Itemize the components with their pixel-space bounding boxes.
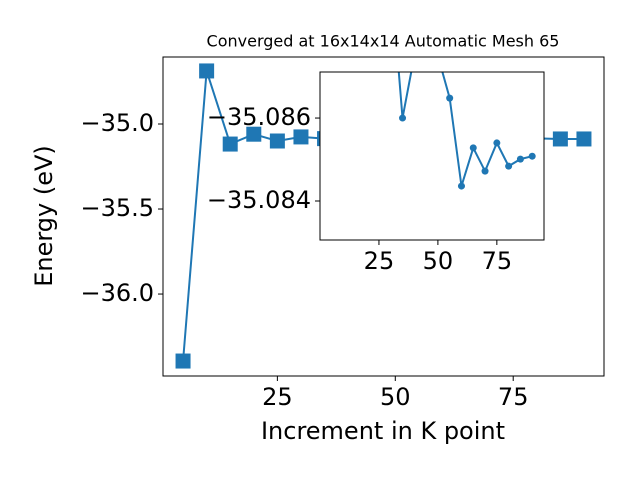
marker xyxy=(576,131,592,147)
y-tick-label: −35.0 xyxy=(80,109,154,137)
marker xyxy=(528,152,536,160)
marker xyxy=(399,114,407,122)
marker xyxy=(293,129,309,145)
marker xyxy=(457,182,465,190)
marker xyxy=(222,136,238,152)
y-axis-label: Energy (eV) xyxy=(30,145,58,287)
x-axis-label: Increment in K point xyxy=(261,417,505,445)
axes-frame xyxy=(162,56,605,377)
marker xyxy=(469,144,477,152)
y-tick-label: −35.5 xyxy=(80,194,154,222)
marker xyxy=(493,139,501,147)
chart-title: Converged at 16x14x14 Automatic Mesh 65 xyxy=(207,32,560,51)
y-tick-label: −36.0 xyxy=(80,279,154,307)
plot-area xyxy=(320,72,544,240)
marker xyxy=(481,167,489,175)
x-tick-label: 75 xyxy=(498,383,529,411)
marker xyxy=(505,162,513,170)
marker xyxy=(175,353,191,369)
x-tick-label: 75 xyxy=(482,247,513,275)
x-tick-label: 50 xyxy=(380,383,411,411)
marker xyxy=(552,131,568,147)
y-tick-label: −35.084 xyxy=(207,186,311,214)
marker xyxy=(246,126,262,142)
y-tick-label: −35.086 xyxy=(207,103,311,131)
marker xyxy=(269,133,285,149)
marker xyxy=(446,94,454,102)
x-tick-label: 25 xyxy=(364,247,395,275)
marker xyxy=(199,63,215,79)
marker xyxy=(516,155,524,163)
x-tick-label: 50 xyxy=(423,247,454,275)
axes-frame xyxy=(319,71,545,241)
x-tick-label: 25 xyxy=(262,383,293,411)
